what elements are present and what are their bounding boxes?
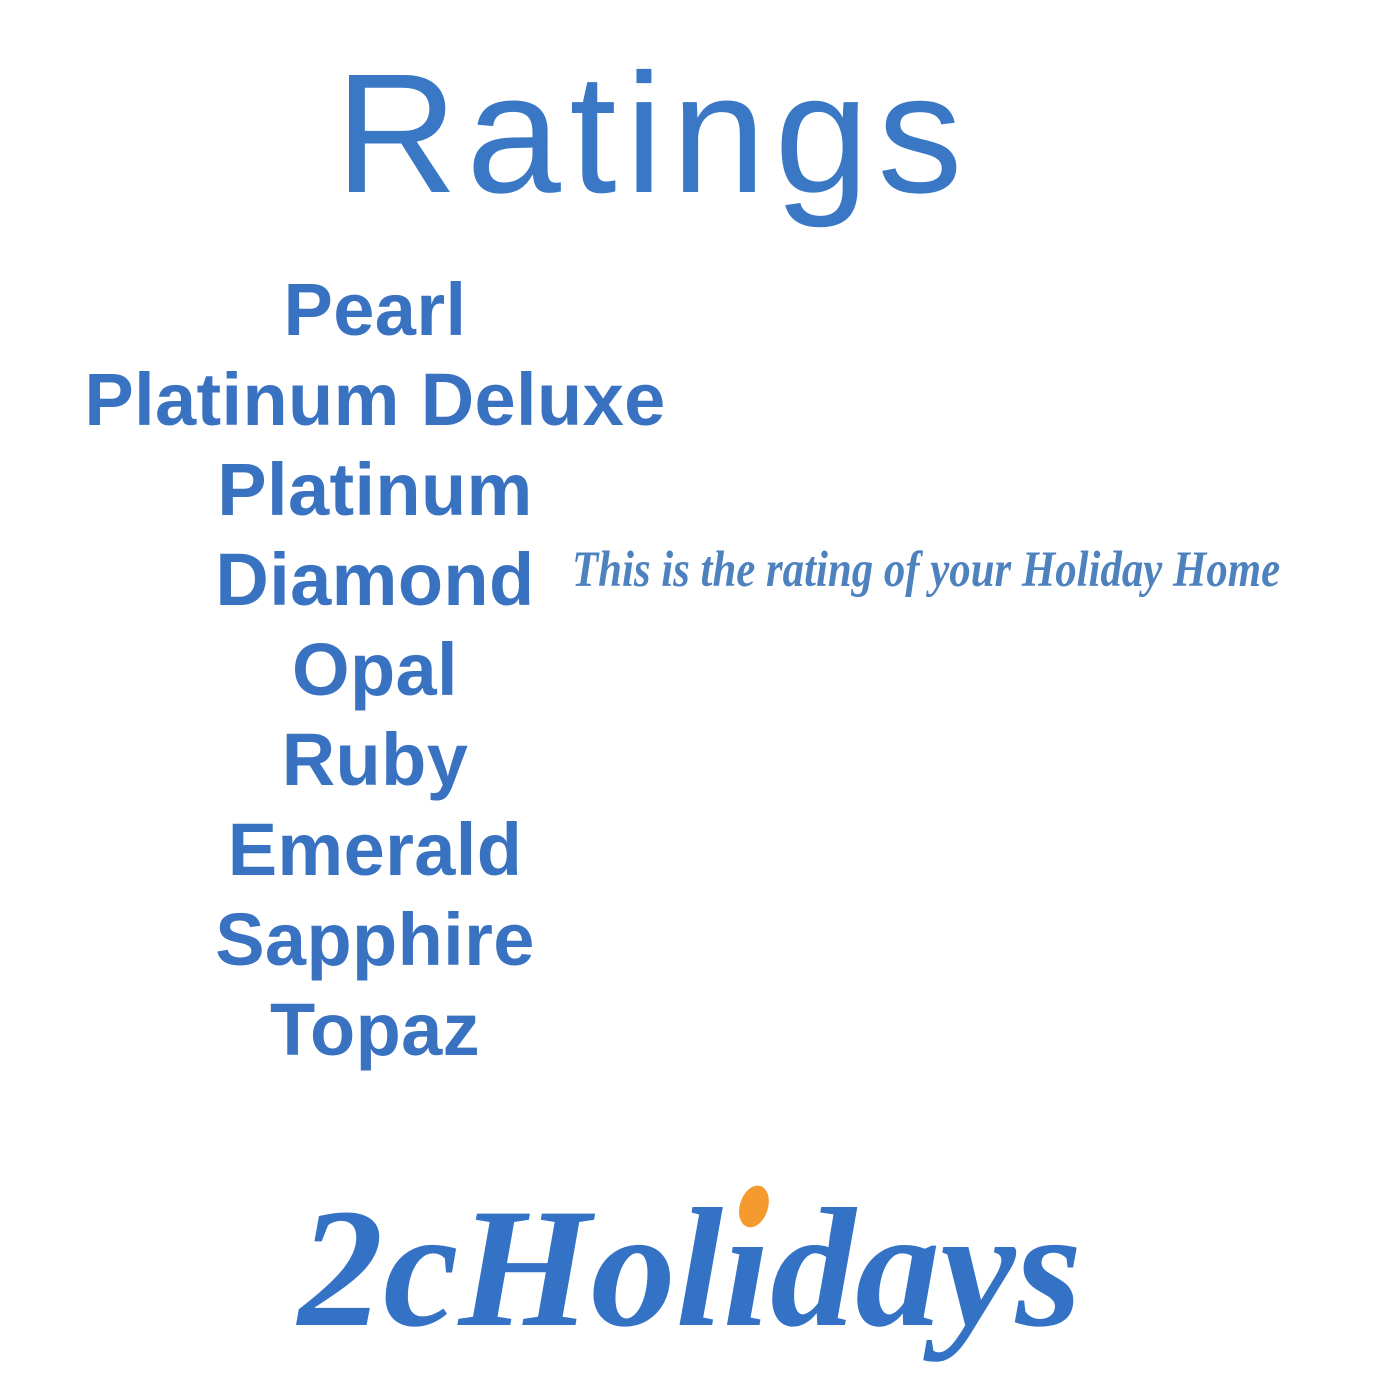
rating-item-platinum: Platinum [217,448,533,531]
rating-item-platinum-deluxe: Platinum Deluxe [84,358,666,441]
logo-part1: 2cHol [298,1174,724,1362]
rating-item-sapphire: Sapphire [215,898,535,981]
note-text: This is the rating of your Holiday Home [572,542,1281,598]
logo-i: ı [723,1181,774,1353]
ratings-list: Pearl Platinum Deluxe Platinum Diamond O… [0,265,750,1075]
logo: 2cHol ıdays [0,1181,1380,1353]
rating-item-pearl: Pearl [283,268,467,351]
rating-item-opal: Opal [292,628,458,711]
rating-item-diamond: Diamond [215,538,535,621]
logo-part2: days [770,1174,1082,1362]
rating-item-emerald: Emerald [227,808,523,891]
page-title: Ratings [335,39,971,229]
rating-item-ruby: Ruby [281,718,469,801]
rating-item-topaz: Topaz [269,988,481,1071]
